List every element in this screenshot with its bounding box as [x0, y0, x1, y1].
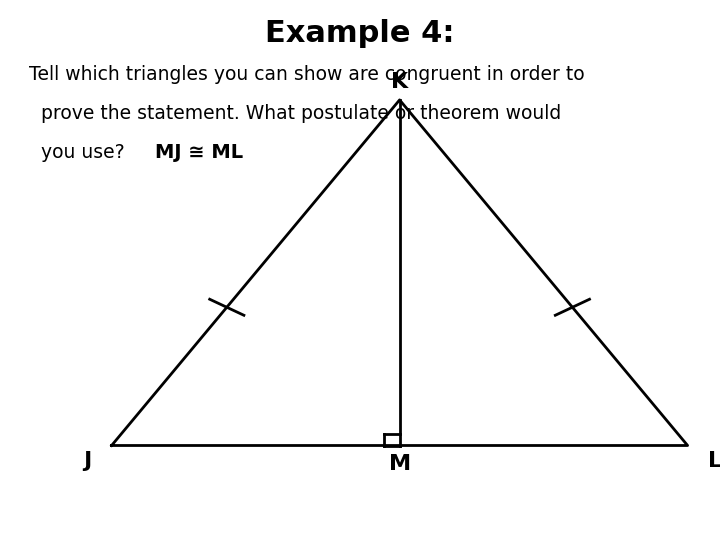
Text: J: J — [84, 451, 91, 471]
Text: Example 4:: Example 4: — [265, 19, 455, 48]
Text: MJ ≅ ML: MJ ≅ ML — [155, 143, 243, 161]
Text: M: M — [389, 454, 410, 474]
Text: you use?: you use? — [29, 143, 125, 161]
Text: prove the statement. What postulate or theorem would: prove the statement. What postulate or t… — [29, 104, 561, 123]
Text: L: L — [708, 451, 720, 471]
Text: K: K — [391, 72, 408, 92]
Text: Tell which triangles you can show are congruent in order to: Tell which triangles you can show are co… — [29, 65, 585, 84]
